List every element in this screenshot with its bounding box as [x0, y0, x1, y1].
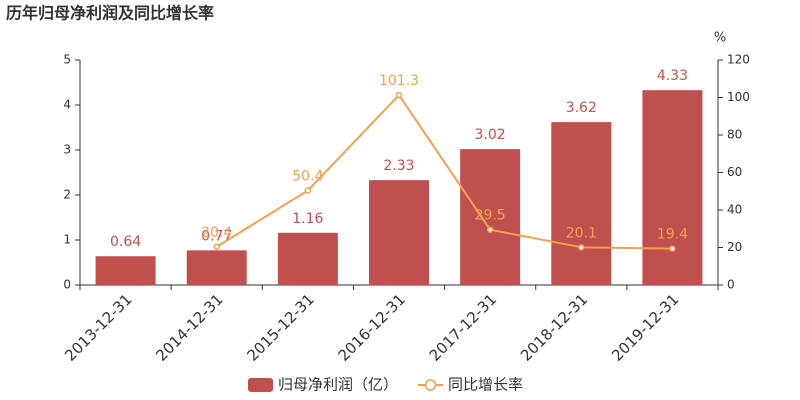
bar	[186, 250, 247, 285]
bar-value-label: 0.77	[201, 228, 232, 244]
bar-value-label: 0.64	[110, 234, 141, 250]
line-point	[213, 243, 220, 250]
line-point	[304, 187, 312, 194]
y-tick-label: 4	[63, 98, 71, 112]
bar-value-label: 3.62	[566, 100, 597, 116]
line-point	[669, 245, 676, 252]
y2-tick-label: 0	[727, 278, 735, 292]
legend-label: 归母净利润（亿）	[278, 376, 398, 394]
x-tick-label: 2016-12-31	[335, 290, 409, 364]
y-tick-label: 2	[63, 188, 71, 202]
bar-value-label: 3.02	[475, 127, 506, 143]
y2-tick-label: 120	[727, 53, 750, 67]
y2-tick-label: 20	[727, 240, 742, 254]
y2-tick-label: 40	[727, 203, 742, 217]
line-value-label: 101.3	[379, 73, 419, 89]
x-tick-label: 2018-12-31	[517, 290, 591, 364]
x-tick-label: 2015-12-31	[243, 290, 317, 364]
bar	[277, 232, 338, 285]
bar	[551, 122, 612, 285]
line-point	[578, 244, 585, 251]
legend-swatch	[248, 378, 273, 392]
line-point	[486, 226, 494, 233]
bar	[95, 256, 156, 285]
line-value-label: 20.4	[201, 225, 232, 241]
x-tick-label: 2019-12-31	[608, 290, 682, 364]
x-tick-label: 2017-12-31	[426, 290, 500, 364]
legend-swatch-point	[424, 379, 437, 391]
line-value-label: 50.4	[292, 169, 323, 185]
x-tick-label: 2014-12-31	[152, 290, 226, 364]
bar-value-label: 2.33	[383, 158, 414, 174]
line-value-label: 19.4	[657, 227, 688, 243]
line	[216, 93, 673, 250]
y2-axis-label: %	[714, 31, 726, 46]
y-tick-label: 5	[63, 53, 71, 67]
line-value-label: 29.5	[475, 208, 506, 224]
y-tick-label: 3	[63, 143, 71, 157]
bar	[460, 149, 521, 285]
y2-tick-label: 100	[727, 90, 750, 104]
y-tick-label: 1	[63, 233, 71, 247]
line-value-label: 20.1	[566, 225, 597, 241]
chart-title: 历年归母净利润及同比增长率	[6, 4, 214, 23]
bar-value-label: 4.33	[657, 68, 688, 84]
y-tick-label: 0	[63, 278, 71, 292]
bar	[642, 90, 703, 286]
bar	[369, 180, 429, 285]
bar-value-label: 1.16	[292, 211, 323, 227]
x-tick-label: 2013-12-31	[61, 290, 135, 364]
y2-tick-label: 80	[727, 128, 742, 142]
y2-tick-label: 60	[727, 165, 742, 179]
line-point	[395, 91, 403, 99]
legend-label: 同比增长率	[448, 376, 523, 394]
